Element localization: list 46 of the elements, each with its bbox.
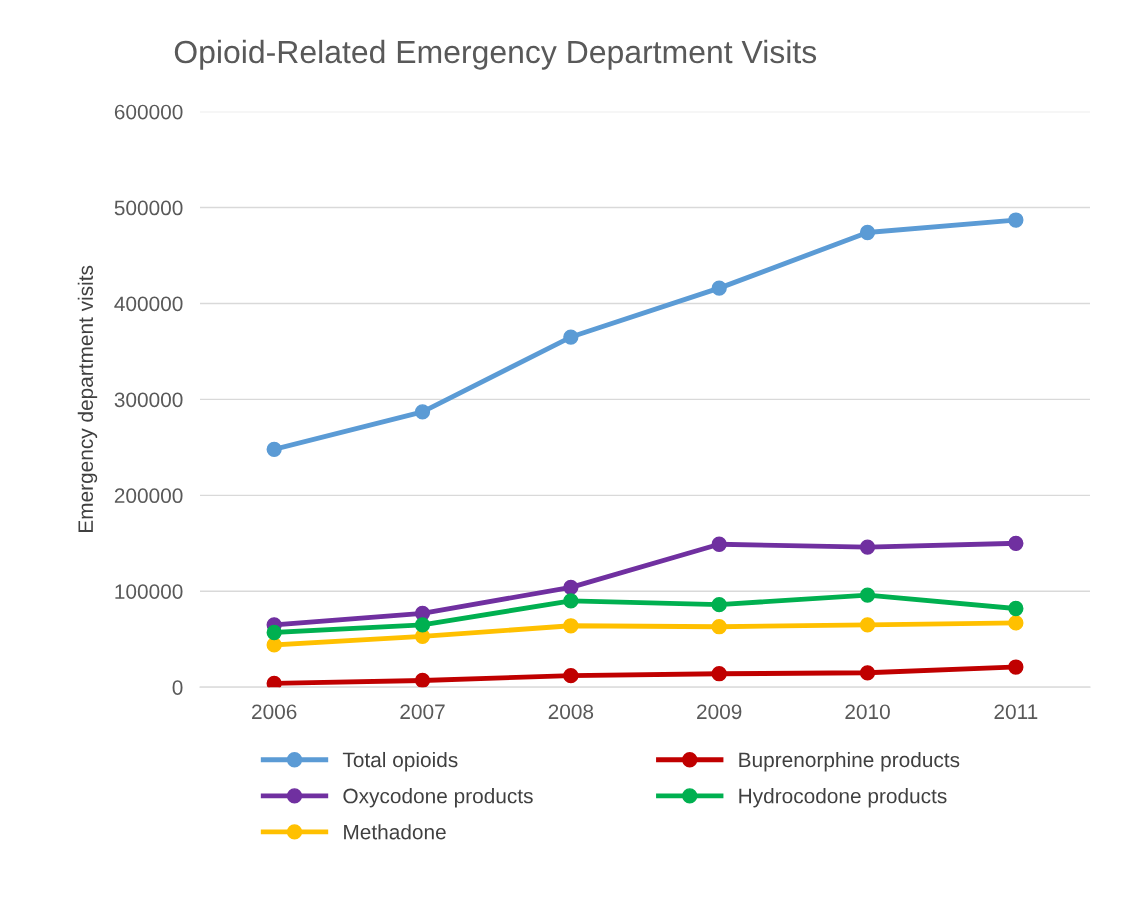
point bbox=[563, 329, 579, 345]
point bbox=[711, 619, 727, 635]
x-tick-label: 2006 bbox=[252, 704, 297, 720]
point bbox=[563, 668, 579, 684]
point bbox=[711, 536, 727, 552]
point bbox=[414, 617, 431, 633]
point bbox=[563, 618, 579, 634]
chart-title: Opioid-Related Emergency Department Visits bbox=[174, 39, 817, 70]
y-tick-label: 200000 bbox=[114, 488, 183, 504]
y-axis-title: Emergency department visits bbox=[77, 265, 98, 532]
legend-label: Total opioids bbox=[342, 751, 458, 772]
y-tick-label: 300000 bbox=[114, 392, 183, 408]
legend-label: Hydrocodone products bbox=[739, 788, 947, 808]
point bbox=[859, 587, 876, 603]
legend-label: Methadone bbox=[344, 824, 446, 840]
point bbox=[1008, 600, 1024, 617]
x-tick-label: 2007 bbox=[400, 704, 445, 720]
x-tick-label: 2010 bbox=[845, 704, 890, 720]
point bbox=[563, 579, 579, 596]
point bbox=[266, 624, 282, 641]
point bbox=[859, 617, 876, 633]
point bbox=[711, 666, 727, 682]
y-tick-label: 600000 bbox=[114, 104, 183, 120]
y-tick-label: 500000 bbox=[114, 200, 183, 216]
point bbox=[1008, 659, 1024, 675]
point bbox=[266, 675, 282, 688]
y-tick-label: 400000 bbox=[114, 296, 183, 312]
point bbox=[1008, 535, 1024, 551]
point bbox=[414, 672, 431, 688]
point bbox=[859, 539, 876, 555]
x-tick-label: 2011 bbox=[994, 704, 1038, 720]
point bbox=[1008, 615, 1024, 631]
point bbox=[859, 224, 876, 241]
x-tick-label: 2009 bbox=[697, 704, 742, 720]
y-tick-label: 100000 bbox=[115, 584, 183, 599]
point bbox=[711, 597, 727, 613]
point bbox=[414, 404, 431, 420]
legend-label: Buprenorphine products bbox=[739, 751, 960, 772]
point bbox=[1008, 212, 1024, 228]
point bbox=[711, 280, 727, 296]
point bbox=[266, 441, 282, 457]
legend-label: Oxycodone products bbox=[343, 788, 533, 808]
point bbox=[859, 665, 876, 681]
point bbox=[563, 593, 579, 609]
y-tick-label: 0 bbox=[172, 680, 183, 695]
x-tick-label: 2008 bbox=[548, 704, 594, 720]
